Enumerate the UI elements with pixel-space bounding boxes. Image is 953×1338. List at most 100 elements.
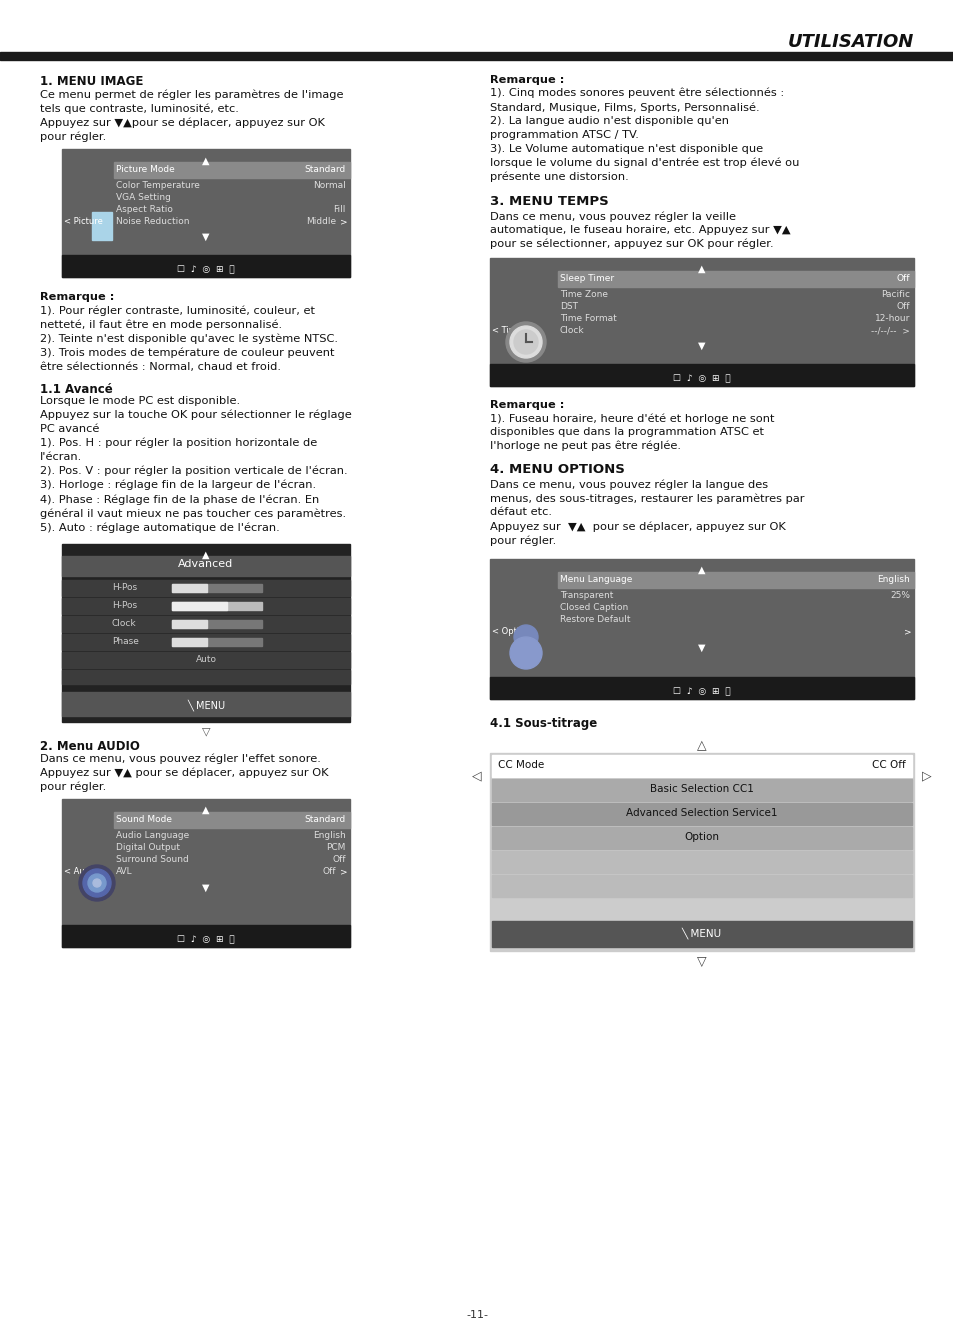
Text: Dans ce menu, vous pouvez régler la veille
automatique, le fuseau horaire, etc. : Dans ce menu, vous pouvez régler la veil… xyxy=(490,211,790,249)
Text: ▲: ▲ xyxy=(202,550,210,561)
Text: Sound Mode: Sound Mode xyxy=(116,815,172,824)
Bar xyxy=(172,638,262,646)
Text: CC Mode: CC Mode xyxy=(497,760,543,769)
Bar xyxy=(62,799,350,947)
Text: 1.1 Avancé: 1.1 Avancé xyxy=(40,383,112,396)
Circle shape xyxy=(510,637,541,669)
Text: 25%: 25% xyxy=(889,591,909,599)
Bar xyxy=(113,812,350,828)
Text: < Picture: < Picture xyxy=(64,217,103,226)
Text: ▲: ▲ xyxy=(202,157,210,166)
Text: Off: Off xyxy=(333,855,346,864)
Text: ▲: ▲ xyxy=(698,264,705,274)
Text: Noise Reduction: Noise Reduction xyxy=(116,217,190,226)
Bar xyxy=(492,803,911,826)
Text: Ce menu permet de régler les paramètres de l'image
tels que contraste, luminosit: Ce menu permet de régler les paramètres … xyxy=(40,90,343,142)
Bar xyxy=(62,545,350,723)
Bar xyxy=(62,598,350,614)
Text: Middle: Middle xyxy=(306,217,335,226)
Bar xyxy=(62,579,350,595)
Text: 1). Fuseau horaire, heure d'été et horloge ne sont
disponibles que dans la progr: 1). Fuseau horaire, heure d'été et horlo… xyxy=(490,413,774,451)
Text: ╲ MENU: ╲ MENU xyxy=(681,927,721,939)
Text: Advanced: Advanced xyxy=(178,559,233,569)
Text: ▼: ▼ xyxy=(202,231,210,242)
Text: DST: DST xyxy=(559,302,578,310)
Bar xyxy=(492,779,911,801)
Text: 1). Cinq modes sonores peuvent être sélectionnés :
Standard, Musique, Films, Spo: 1). Cinq modes sonores peuvent être séle… xyxy=(490,88,799,182)
Bar xyxy=(490,559,913,698)
Text: ╲ MENU: ╲ MENU xyxy=(187,698,225,710)
Text: ▼: ▼ xyxy=(698,341,705,351)
Bar xyxy=(62,557,350,575)
Bar xyxy=(558,272,913,286)
Text: Clock: Clock xyxy=(559,326,584,334)
Text: Remarque :: Remarque : xyxy=(490,75,564,86)
Text: Standard: Standard xyxy=(304,165,346,174)
Text: Off: Off xyxy=(322,867,335,876)
Text: Advanced Selection Service1: Advanced Selection Service1 xyxy=(625,808,777,818)
Text: Clock: Clock xyxy=(112,619,136,628)
Text: Closed Caption: Closed Caption xyxy=(559,603,628,611)
Bar xyxy=(490,753,913,951)
Bar xyxy=(62,670,350,684)
Bar xyxy=(492,875,911,896)
Bar xyxy=(62,652,350,668)
Text: 4. MENU OPTIONS: 4. MENU OPTIONS xyxy=(490,463,624,476)
Text: CC Off: CC Off xyxy=(871,760,905,769)
Text: Dans ce menu, vous pouvez régler la langue des
menus, des sous-titrages, restaur: Dans ce menu, vous pouvez régler la lang… xyxy=(490,479,803,546)
Text: 1. MENU IMAGE: 1. MENU IMAGE xyxy=(40,75,143,88)
Circle shape xyxy=(92,879,101,887)
Text: 12-hour: 12-hour xyxy=(874,314,909,322)
Bar xyxy=(490,364,913,385)
Bar xyxy=(62,615,350,632)
Text: H-Pos: H-Pos xyxy=(112,601,137,610)
Text: ▽: ▽ xyxy=(697,955,706,967)
Text: Surround Sound: Surround Sound xyxy=(116,855,189,864)
Text: ☐  ♪  ◎  ⊞  🔒: ☐ ♪ ◎ ⊞ 🔒 xyxy=(673,686,730,696)
Text: English: English xyxy=(313,831,346,840)
Text: Pacific: Pacific xyxy=(880,290,909,298)
Text: ▲: ▲ xyxy=(698,565,705,575)
Bar xyxy=(492,827,911,850)
Text: Transparent: Transparent xyxy=(559,591,613,599)
Circle shape xyxy=(510,326,541,359)
Bar xyxy=(492,921,911,947)
Text: VGA Setting: VGA Setting xyxy=(116,193,171,202)
Text: >: > xyxy=(903,628,911,636)
Text: Standard: Standard xyxy=(304,815,346,824)
Bar xyxy=(492,851,911,872)
Text: >: > xyxy=(340,867,348,876)
Text: Fill: Fill xyxy=(334,205,346,214)
Text: Time Zone: Time Zone xyxy=(559,290,607,298)
Text: English: English xyxy=(877,575,909,583)
Text: < Audio: < Audio xyxy=(64,867,97,876)
Text: 3. MENU TEMPS: 3. MENU TEMPS xyxy=(490,195,608,207)
Text: ▲: ▲ xyxy=(202,805,210,815)
Text: △: △ xyxy=(697,739,706,752)
Bar xyxy=(492,755,911,777)
Bar xyxy=(172,583,207,591)
Text: PCM: PCM xyxy=(326,843,346,852)
Text: ☐  ♪  ◎  ⊞  🔒: ☐ ♪ ◎ ⊞ 🔒 xyxy=(673,375,730,383)
Text: ▷: ▷ xyxy=(921,769,931,781)
Text: 2. Menu AUDIO: 2. Menu AUDIO xyxy=(40,740,140,753)
Bar xyxy=(490,677,913,698)
Text: >: > xyxy=(340,217,348,226)
Bar xyxy=(172,583,262,591)
Text: Basic Selection CC1: Basic Selection CC1 xyxy=(649,784,753,793)
Text: Auto: Auto xyxy=(195,656,216,664)
Text: Color Temperature: Color Temperature xyxy=(116,181,200,190)
Text: H-Pos: H-Pos xyxy=(112,583,137,591)
Text: Remarque :: Remarque : xyxy=(490,400,564,409)
Bar xyxy=(62,256,350,277)
Text: 4.1 Sous-titrage: 4.1 Sous-titrage xyxy=(490,717,597,731)
Text: ▽: ▽ xyxy=(201,727,210,736)
Text: < Option: < Option xyxy=(492,628,529,636)
Bar xyxy=(62,634,350,650)
Text: Dans ce menu, vous pouvez régler l'effet sonore.
Appuyez sur ▼▲ pour se déplacer: Dans ce menu, vous pouvez régler l'effet… xyxy=(40,753,328,792)
Bar xyxy=(62,149,350,277)
Text: Off: Off xyxy=(896,274,909,284)
Text: Aspect Ratio: Aspect Ratio xyxy=(116,205,172,214)
Text: Remarque :: Remarque : xyxy=(40,292,114,302)
Bar xyxy=(172,602,227,610)
